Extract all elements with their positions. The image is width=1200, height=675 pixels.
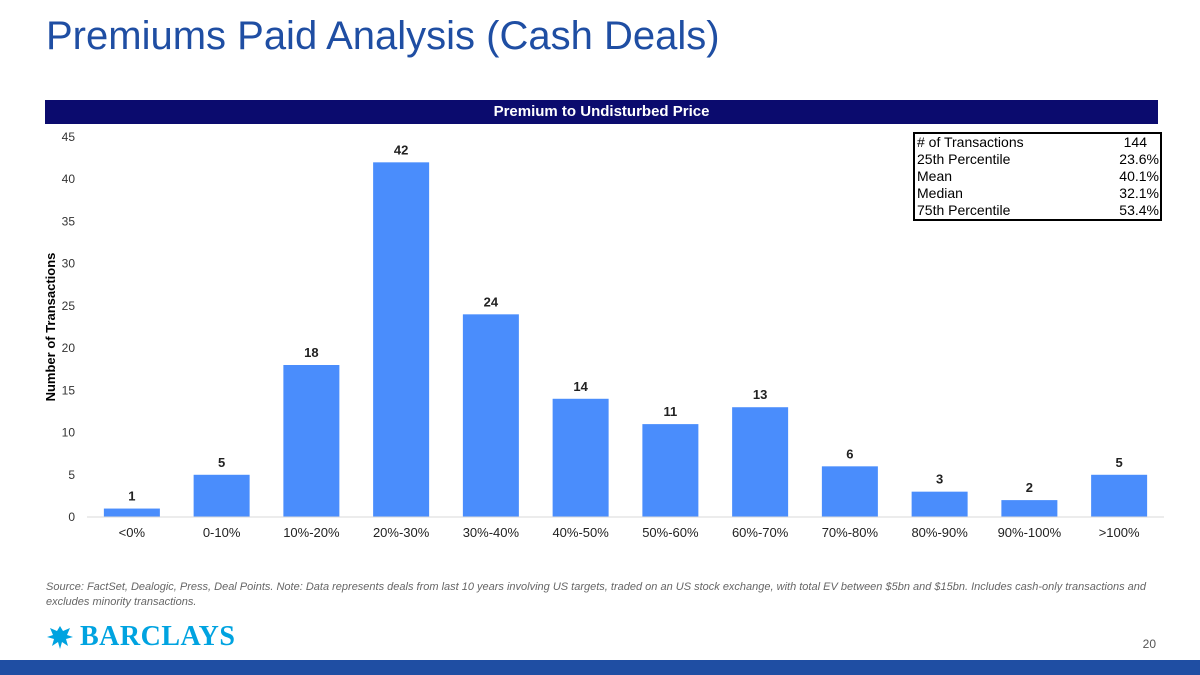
data-label: 14 bbox=[573, 379, 588, 394]
bar bbox=[283, 365, 340, 517]
x-tick-label: 80%-90% bbox=[911, 525, 968, 540]
y-tick-label: 30 bbox=[62, 257, 76, 271]
stats-label: 25th Percentile bbox=[917, 151, 1011, 167]
x-tick-label: 30%-40% bbox=[463, 525, 520, 540]
bar bbox=[1091, 474, 1148, 517]
y-tick-label: 45 bbox=[62, 130, 76, 144]
stats-row: # of Transactions 144 bbox=[915, 134, 1160, 151]
barclays-logo: BARCLAYS bbox=[46, 621, 235, 653]
bar bbox=[462, 314, 519, 517]
y-axis: 0 5 10 15 20 25 30 35 40 45 bbox=[62, 130, 76, 524]
bar bbox=[911, 491, 968, 517]
stats-label: Median bbox=[917, 185, 963, 201]
data-label: 3 bbox=[936, 472, 943, 487]
summary-stats-table: # of Transactions 144 25th Percentile 23… bbox=[913, 132, 1162, 221]
data-label: 5 bbox=[1116, 455, 1123, 470]
bar bbox=[193, 474, 250, 517]
chart-banner: Premium to Undisturbed Price bbox=[45, 100, 1158, 124]
bottom-bar bbox=[0, 660, 1200, 675]
logo-wordmark: BARCLAYS bbox=[80, 621, 236, 652]
y-tick-label: 0 bbox=[68, 510, 75, 524]
y-tick-label: 25 bbox=[62, 299, 76, 313]
data-label: 2 bbox=[1026, 480, 1033, 495]
stats-label: # of Transactions bbox=[917, 134, 1024, 150]
x-tick-label: 60%-70% bbox=[732, 525, 789, 540]
x-tick-label: 10%-20% bbox=[283, 525, 340, 540]
y-axis-title: Number of Transactions bbox=[43, 253, 58, 402]
x-tick-label: 50%-60% bbox=[642, 525, 699, 540]
stats-label: 75th Percentile bbox=[917, 202, 1011, 218]
data-label: 42 bbox=[394, 142, 408, 157]
x-tick-label: 20%-30% bbox=[373, 525, 430, 540]
y-tick-label: 15 bbox=[62, 383, 76, 397]
bar bbox=[1001, 500, 1058, 517]
x-axis: <0% 0-10% 10%-20% 20%-30% 30%-40% 40%-50% 50%-… bbox=[87, 516, 1164, 540]
stats-value: 144 bbox=[1123, 134, 1147, 150]
stats-row: Mean 40.1% bbox=[915, 168, 1160, 185]
x-tick-label: 0-10% bbox=[203, 525, 241, 540]
data-label: 6 bbox=[846, 446, 853, 461]
x-tick-label: <0% bbox=[119, 525, 146, 540]
bar bbox=[732, 407, 789, 517]
page-number: 20 bbox=[1142, 637, 1156, 651]
bar bbox=[373, 162, 430, 518]
y-tick-label: 35 bbox=[62, 214, 76, 228]
stats-row: Median 32.1% bbox=[915, 185, 1160, 202]
bar bbox=[821, 466, 878, 517]
stats-value: 53.4% bbox=[1119, 202, 1159, 218]
stats-row: 25th Percentile 23.6% bbox=[915, 151, 1160, 168]
y-tick-label: 10 bbox=[62, 426, 76, 440]
stats-value: 40.1% bbox=[1119, 168, 1159, 184]
source-footnote: Source: FactSet, Dealogic, Press, Deal P… bbox=[46, 581, 1146, 608]
x-tick-label: >100% bbox=[1099, 525, 1140, 540]
data-labels: 1 5 18 42 24 14 11 13 6 3 2 5 bbox=[128, 142, 1122, 503]
bar bbox=[642, 424, 699, 517]
bar bbox=[103, 508, 160, 517]
stats-row: 75th Percentile 53.4% bbox=[915, 202, 1160, 219]
y-tick-label: 40 bbox=[62, 172, 76, 186]
y-tick-label: 20 bbox=[62, 341, 76, 355]
x-tick-label: 70%-80% bbox=[822, 525, 879, 540]
data-label: 24 bbox=[484, 294, 499, 309]
x-tick-label: 40%-50% bbox=[552, 525, 609, 540]
stats-value: 32.1% bbox=[1119, 185, 1159, 201]
data-label: 1 bbox=[128, 489, 135, 504]
x-tick-label: 90%-100% bbox=[998, 525, 1062, 540]
data-label: 5 bbox=[218, 455, 225, 470]
page-title: Premiums Paid Analysis (Cash Deals) bbox=[46, 14, 720, 58]
y-tick-label: 5 bbox=[68, 468, 75, 482]
data-label: 13 bbox=[753, 387, 767, 402]
bars bbox=[103, 162, 1148, 518]
stats-label: Mean bbox=[917, 168, 953, 184]
stats-value: 23.6% bbox=[1119, 151, 1159, 167]
data-label: 18 bbox=[304, 345, 318, 360]
bar bbox=[552, 398, 609, 517]
data-label: 11 bbox=[664, 404, 678, 419]
eagle-icon bbox=[47, 626, 73, 649]
